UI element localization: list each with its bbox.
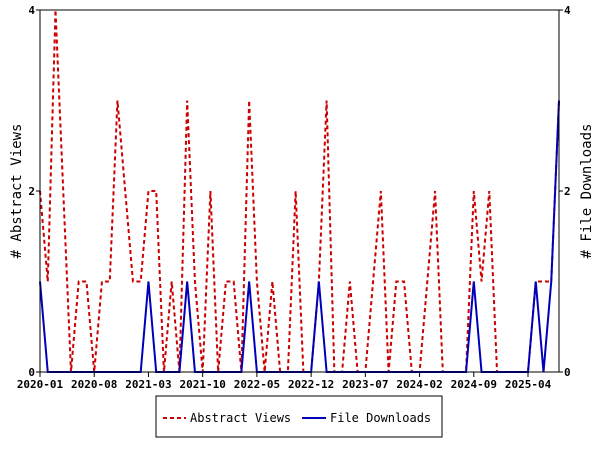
series-line-abstract-views [39, 9, 560, 373]
right-y-tick-label: 2 [564, 185, 571, 198]
x-tick-label: 2024-02 [396, 378, 442, 391]
left-y-tick-label: 2 [28, 185, 35, 198]
x-tick-label: 2022-12 [288, 378, 334, 391]
legend: Abstract Views File Downloads [155, 395, 443, 438]
legend-label-abstract-views: Abstract Views [190, 411, 291, 425]
x-tick-label: 2021-10 [179, 378, 225, 391]
right-y-tick-label: 4 [564, 4, 571, 17]
x-tick-label: 2022-05 [234, 378, 280, 391]
x-tick-label: 2020-01 [17, 378, 64, 391]
left-axis-title: # Abstract Views [9, 124, 25, 259]
right-y-tick-label: 0 [564, 366, 571, 379]
legend-label-file-downloads: File Downloads [330, 411, 431, 425]
x-tick-label: 2024-09 [451, 378, 497, 391]
plot-background [40, 10, 559, 372]
x-tick-label: 2020-08 [71, 378, 117, 391]
left-y-tick-label: 0 [28, 366, 35, 379]
tick-layer: 2020-01 2020-08 2021-03 2021-10 2022-05 2022-… [17, 4, 571, 391]
legend-box [155, 395, 443, 438]
x-tick-label: 2023-07 [342, 378, 388, 391]
x-tick-label: 2021-03 [125, 378, 171, 391]
x-tick-label: 2025-04 [505, 378, 552, 391]
right-axis-title: # File Downloads [579, 124, 595, 259]
left-y-tick-label: 4 [28, 4, 35, 17]
